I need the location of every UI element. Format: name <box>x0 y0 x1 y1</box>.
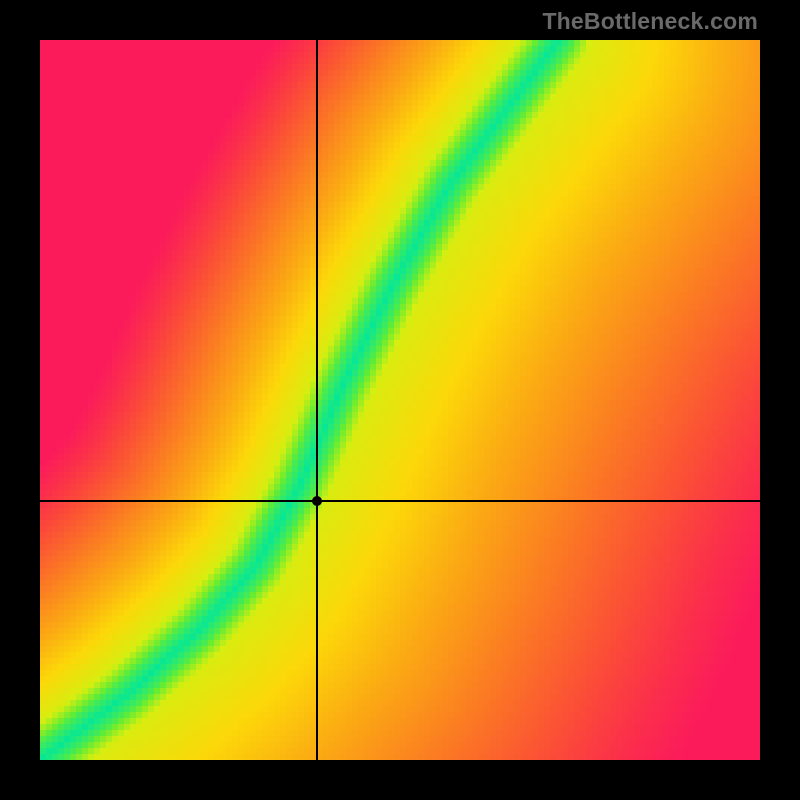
crosshair-marker <box>312 496 322 506</box>
bottleneck-heatmap <box>40 40 760 760</box>
crosshair-vertical <box>316 40 318 760</box>
crosshair-horizontal <box>40 500 760 502</box>
chart-container: { "watermark": { "text": "TheBottleneck.… <box>0 0 800 800</box>
watermark-text: TheBottleneck.com <box>542 8 758 35</box>
